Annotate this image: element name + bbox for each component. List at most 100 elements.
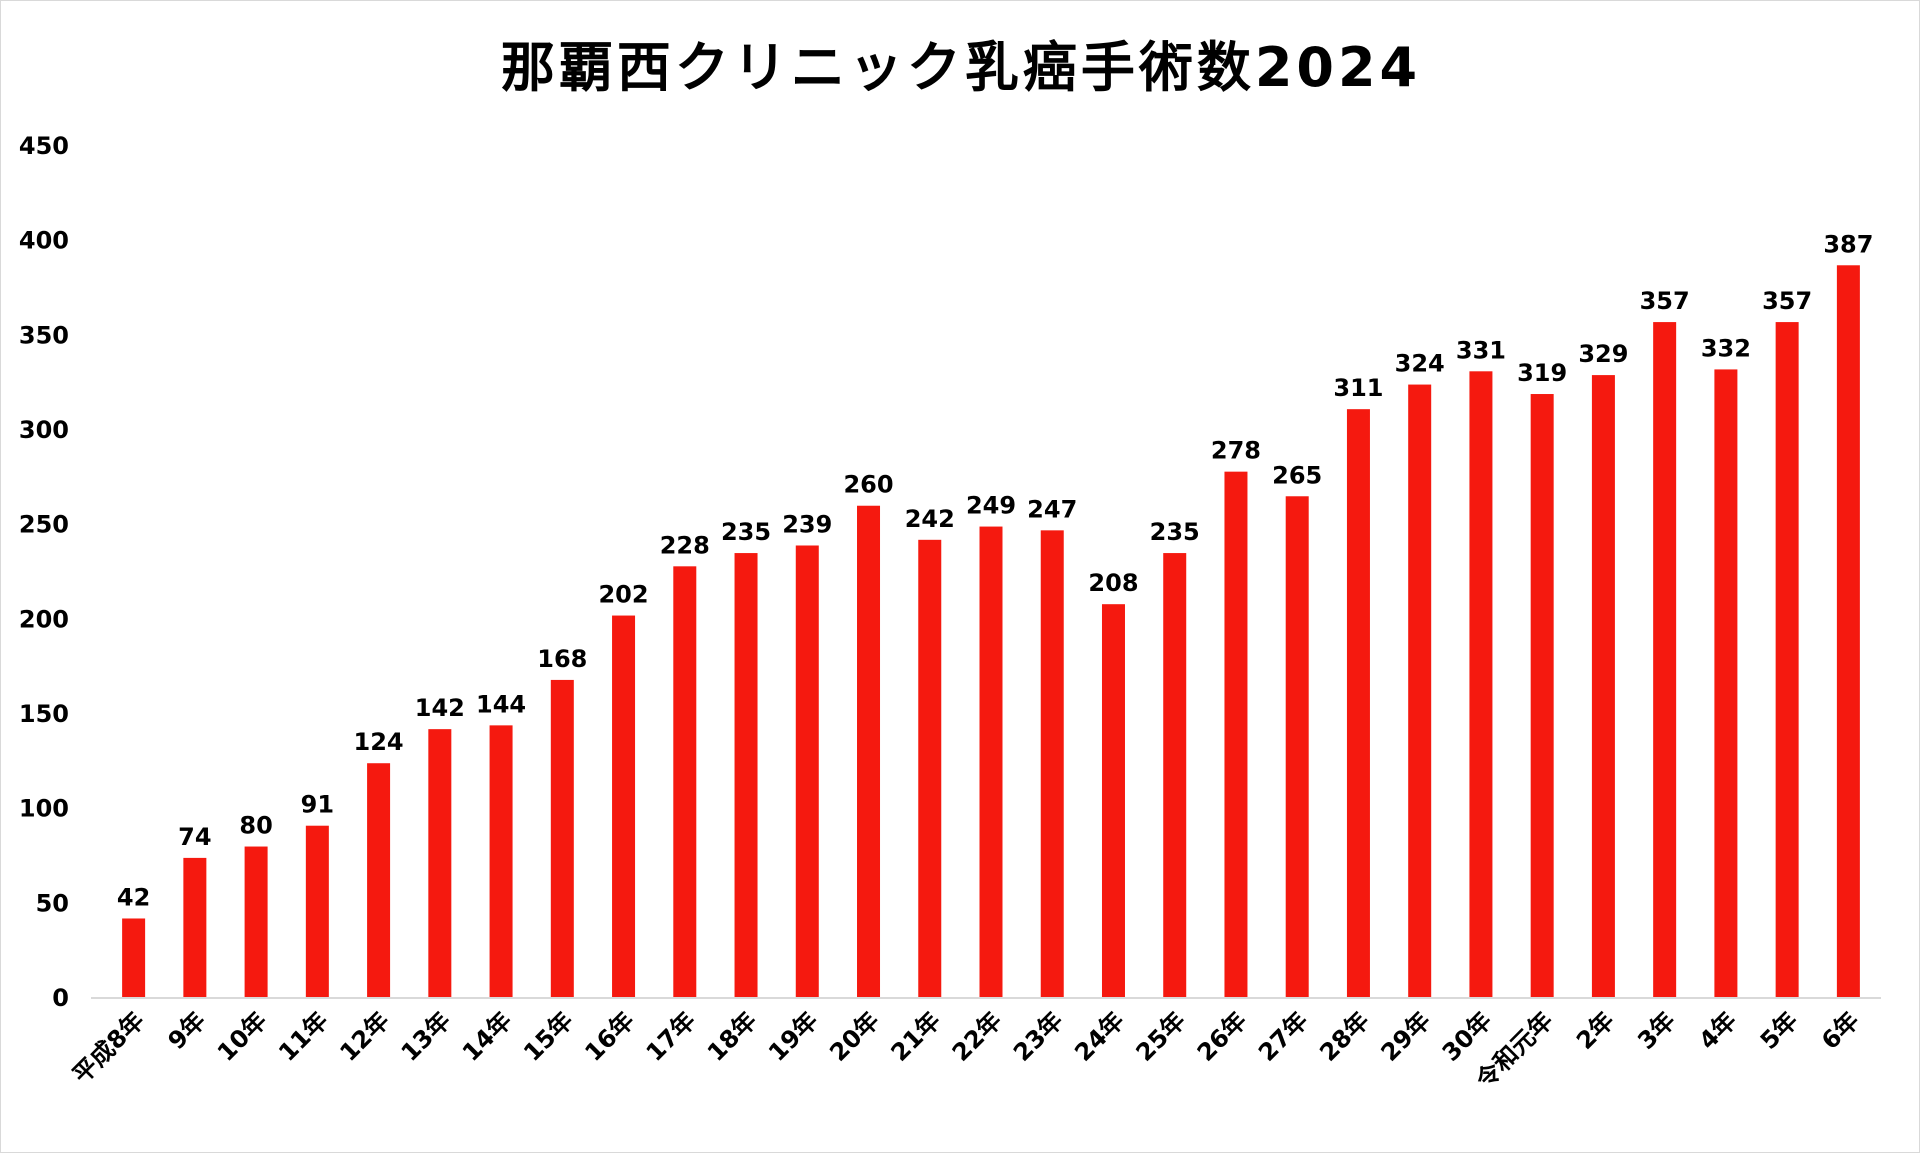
data-label: 124 bbox=[354, 728, 404, 756]
bar bbox=[734, 553, 758, 998]
y-tick-label: 250 bbox=[19, 511, 69, 539]
x-tick-label: 22年 bbox=[947, 1006, 1007, 1066]
data-labels: 42 74 80 91 124 142 144 168 202 228 235 239 260 242 24… bbox=[117, 230, 1874, 911]
data-label: 249 bbox=[966, 492, 1016, 520]
x-tick-label: 10年 bbox=[212, 1006, 272, 1066]
bar bbox=[550, 679, 574, 998]
x-tick-label: 29年 bbox=[1376, 1006, 1436, 1066]
x-tick-label: 27年 bbox=[1253, 1006, 1313, 1066]
data-label: 239 bbox=[782, 510, 832, 538]
x-tick-label: 17年 bbox=[641, 1006, 701, 1066]
bar bbox=[1591, 375, 1615, 998]
data-label: 242 bbox=[905, 505, 955, 533]
x-tick-label: 2年 bbox=[1571, 1006, 1620, 1055]
data-label: 311 bbox=[1333, 374, 1383, 402]
x-tick-label: 13年 bbox=[396, 1006, 456, 1066]
bar bbox=[489, 725, 513, 998]
data-label: 357 bbox=[1640, 287, 1690, 315]
bar bbox=[1346, 409, 1370, 998]
data-label: 278 bbox=[1211, 437, 1261, 465]
data-label: 235 bbox=[721, 518, 771, 546]
bar bbox=[1653, 322, 1677, 999]
data-label: 202 bbox=[598, 581, 648, 609]
bar bbox=[1408, 384, 1432, 998]
y-tick-label: 0 bbox=[52, 984, 69, 1012]
x-tick-label: 14年 bbox=[457, 1006, 517, 1066]
y-tick-label: 200 bbox=[19, 605, 69, 633]
x-tick-label: 25年 bbox=[1131, 1006, 1191, 1066]
data-label: 324 bbox=[1395, 350, 1445, 378]
x-tick-label: 20年 bbox=[824, 1006, 884, 1066]
data-label: 387 bbox=[1823, 230, 1873, 258]
data-label: 80 bbox=[239, 812, 272, 840]
bar bbox=[367, 763, 391, 998]
bar bbox=[305, 825, 329, 998]
x-tick-label: 9年 bbox=[163, 1006, 212, 1055]
bar bbox=[1836, 265, 1860, 998]
x-tick-label: 12年 bbox=[334, 1006, 394, 1066]
data-label: 168 bbox=[537, 645, 587, 673]
x-tick-label: 15年 bbox=[518, 1006, 578, 1066]
x-tick-label: 26年 bbox=[1192, 1006, 1252, 1066]
x-tick-label: 5年 bbox=[1755, 1006, 1804, 1055]
x-tick-label: 平成8年 bbox=[67, 1006, 150, 1089]
x-tick-label: 21年 bbox=[886, 1006, 946, 1066]
bar bbox=[183, 857, 207, 998]
y-tick-label: 100 bbox=[19, 795, 69, 823]
bar bbox=[918, 539, 942, 998]
data-label: 329 bbox=[1578, 340, 1628, 368]
chart-title: 那覇西クリニック乳癌手術数2024 bbox=[501, 36, 1421, 99]
bar bbox=[1285, 496, 1309, 998]
x-tick-label: 16年 bbox=[579, 1006, 639, 1066]
bar bbox=[857, 505, 881, 998]
y-axis: 0 50 100 150 200 250 300 350 400 450 bbox=[19, 132, 69, 1012]
bar bbox=[1040, 530, 1064, 998]
y-tick-label: 150 bbox=[19, 700, 69, 728]
x-tick-label: 6年 bbox=[1816, 1006, 1865, 1055]
x-tick-label: 19年 bbox=[763, 1006, 823, 1066]
x-tick-label: 24年 bbox=[1069, 1006, 1129, 1066]
data-label: 319 bbox=[1517, 359, 1567, 387]
x-tick-label: 28年 bbox=[1314, 1006, 1374, 1066]
x-tick-label: 18年 bbox=[702, 1006, 762, 1066]
bar bbox=[612, 615, 636, 998]
data-label: 332 bbox=[1701, 334, 1751, 362]
x-tick-label: 3年 bbox=[1632, 1006, 1681, 1055]
bar bbox=[1101, 604, 1125, 998]
x-tick-label: 23年 bbox=[1008, 1006, 1068, 1066]
bar bbox=[244, 846, 268, 998]
y-tick-label: 50 bbox=[36, 889, 69, 917]
bar bbox=[1163, 553, 1187, 998]
bar bbox=[1224, 471, 1248, 998]
bar bbox=[979, 526, 1003, 998]
bar bbox=[795, 545, 819, 998]
x-axis: 平成8年 9年 10年 11年 12年 13年 14年 15年 16年 17年 18年 19年 20年 2… bbox=[67, 1006, 1864, 1094]
data-label: 228 bbox=[660, 531, 710, 559]
data-label: 247 bbox=[1027, 495, 1077, 523]
data-label: 331 bbox=[1456, 336, 1506, 364]
bar bbox=[1775, 322, 1799, 999]
bars bbox=[122, 265, 1860, 999]
y-tick-label: 350 bbox=[19, 321, 69, 349]
bar bbox=[428, 729, 452, 998]
bar bbox=[1714, 369, 1738, 998]
data-label: 142 bbox=[415, 694, 465, 722]
data-label: 357 bbox=[1762, 287, 1812, 315]
bar bbox=[1530, 394, 1554, 998]
data-label: 74 bbox=[178, 823, 211, 851]
data-label: 42 bbox=[117, 883, 150, 911]
data-label: 235 bbox=[1150, 518, 1200, 546]
data-label: 265 bbox=[1272, 461, 1322, 489]
y-tick-label: 300 bbox=[19, 416, 69, 444]
x-tick-label: 11年 bbox=[273, 1006, 333, 1066]
bar bbox=[122, 918, 146, 998]
y-tick-label: 450 bbox=[19, 132, 69, 160]
bar bbox=[1469, 371, 1493, 999]
data-label: 144 bbox=[476, 690, 526, 718]
bar bbox=[673, 566, 697, 998]
y-tick-label: 400 bbox=[19, 227, 69, 255]
data-label: 91 bbox=[301, 791, 334, 819]
data-label: 208 bbox=[1088, 569, 1138, 597]
